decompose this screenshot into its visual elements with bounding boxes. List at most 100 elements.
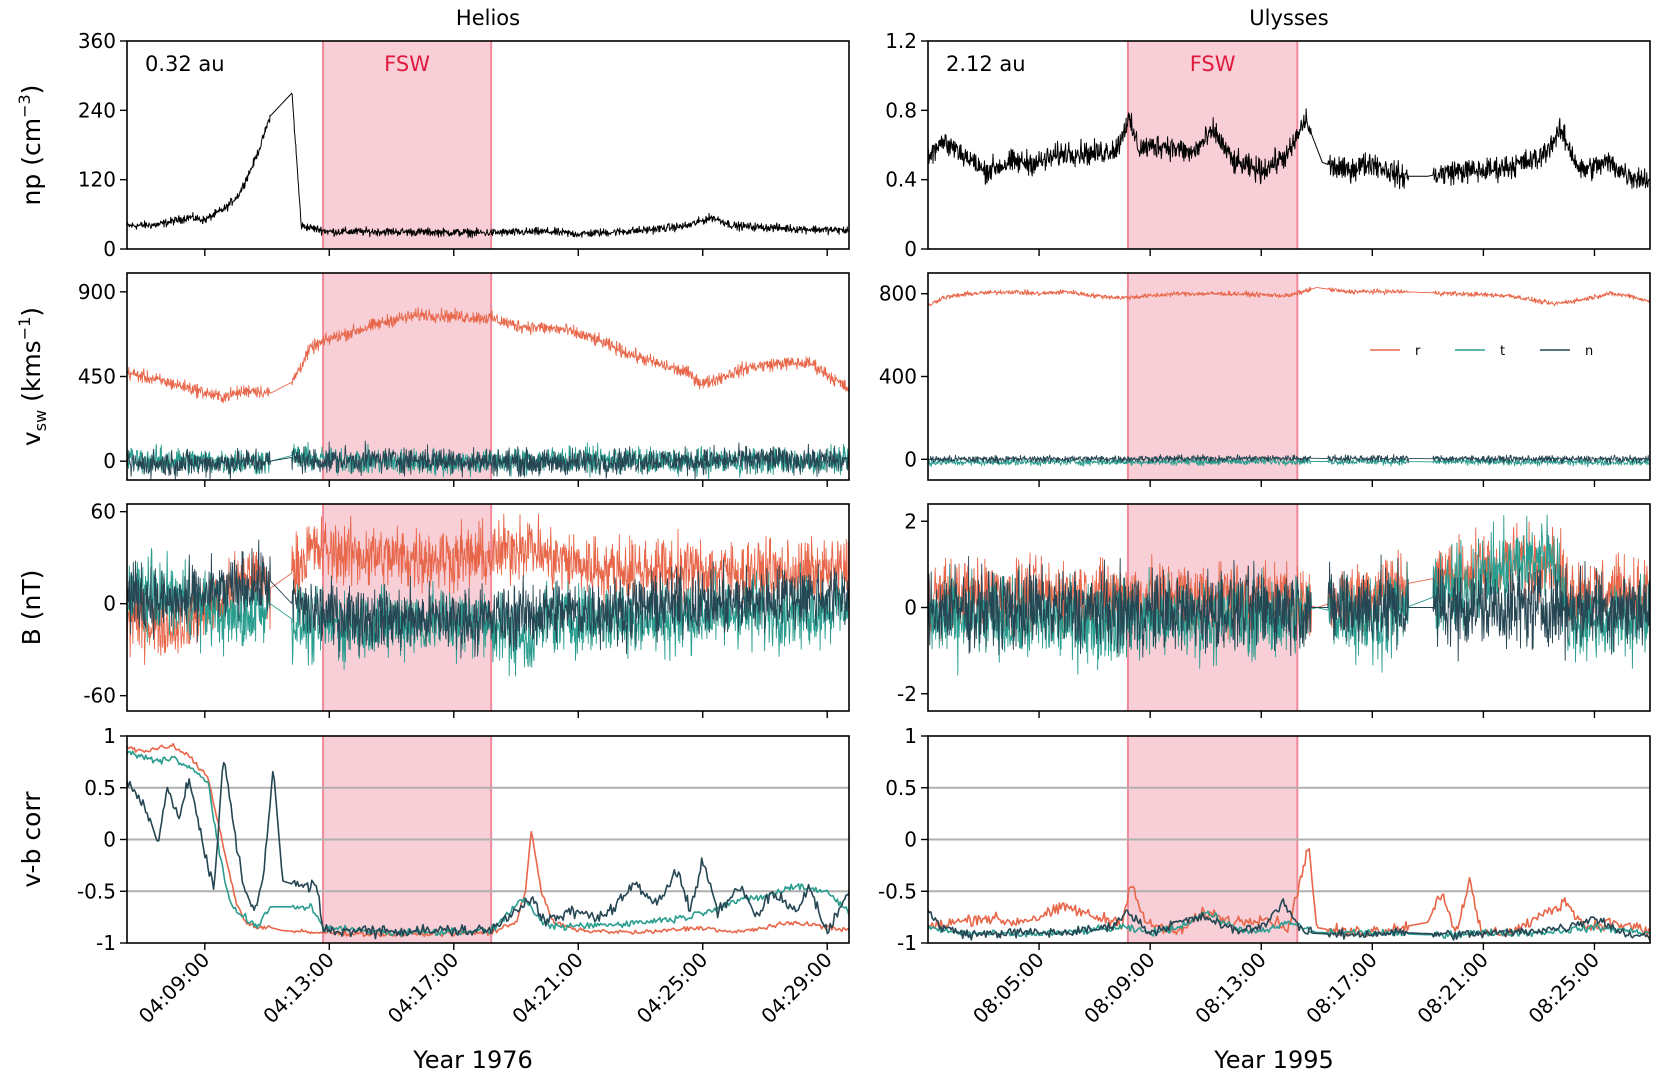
y-axis-title-text: v-b corr xyxy=(17,791,46,888)
series-n-line xyxy=(127,761,849,940)
y-tick-label: 800 xyxy=(879,282,917,306)
axes-frame xyxy=(927,40,1651,250)
panel-ulysses-np: 0 0.4 0.8 1.2 2.12 au FSW xyxy=(885,29,1651,261)
series-n-line xyxy=(127,440,849,480)
series-n-line xyxy=(928,554,1650,662)
series-t-line xyxy=(928,456,1650,468)
x-tick-label: 04:21:00 xyxy=(507,948,587,1028)
x-axis-title: Year 1995 xyxy=(1213,1046,1334,1074)
series-group xyxy=(928,514,1650,676)
y-tick-label: 60 xyxy=(91,500,116,524)
y-tick-label: 0 xyxy=(103,449,116,473)
axes-frame xyxy=(126,40,850,250)
series-group xyxy=(928,286,1650,468)
fsw-band xyxy=(323,273,492,480)
y-axis-title: B (nT) xyxy=(17,570,46,646)
series-group xyxy=(928,108,1650,190)
series-r-line xyxy=(928,521,1650,642)
distance-label: 0.32 au xyxy=(145,52,225,76)
legend-label-r: r xyxy=(1415,344,1421,359)
series-group xyxy=(127,742,849,940)
panel-title-helios: Helios xyxy=(456,6,520,30)
series-group xyxy=(127,513,849,677)
y-tick-label: 0 xyxy=(904,828,917,852)
series-n-line xyxy=(127,539,849,659)
y-axis-title: vsw (kms−1) xyxy=(15,307,50,446)
y-tick-label: 0 xyxy=(904,237,917,261)
legend-label-t: t xyxy=(1500,344,1505,359)
y-tick-label: 400 xyxy=(879,365,917,389)
panel-helios-B: -60 0 60 B (nT) xyxy=(17,500,850,718)
series-group xyxy=(928,847,1650,941)
y-axis-title-text: B (nT) xyxy=(17,570,46,646)
series-t-line xyxy=(928,514,1650,676)
y-tick-label: -1 xyxy=(96,931,116,955)
series-n-line xyxy=(928,453,1650,465)
y-tick-label: 0 xyxy=(904,447,917,471)
fsw-band xyxy=(1127,41,1298,249)
y-tick-label: 1 xyxy=(103,724,116,748)
series-np-line xyxy=(928,108,1650,190)
y-tick-label: 0 xyxy=(103,828,116,852)
y-tick-label: 1.2 xyxy=(885,29,917,53)
panel-ulysses-vsw: 0 400 800 r t n xyxy=(879,272,1651,487)
x-tick-label: 04:17:00 xyxy=(383,948,463,1028)
y-tick-label: 0.8 xyxy=(885,98,917,122)
axes-frame xyxy=(126,503,850,712)
panel-helios-np: 0 120 240 360 np (cm−3) 0.32 au FSW xyxy=(15,29,850,261)
panel-title-ulysses: Ulysses xyxy=(1249,6,1328,30)
y-tick-label: -60 xyxy=(83,684,116,708)
x-tick-label: 04:25:00 xyxy=(632,948,712,1028)
y-tick-label: 240 xyxy=(78,98,116,122)
series-r-line xyxy=(127,307,849,404)
x-tick-label: 08:21:00 xyxy=(1412,948,1492,1028)
fsw-label: FSW xyxy=(1190,52,1236,76)
x-tick-label: 08:25:00 xyxy=(1524,948,1604,1028)
panel-helios-corr: -1 -0.5 0 0.5 1 v-b corr xyxy=(17,724,850,955)
x-tick-label: 08:17:00 xyxy=(1301,948,1381,1028)
y-tick-label: 120 xyxy=(78,168,116,192)
y-tick-label: 450 xyxy=(78,365,116,389)
y-tick-label: -0.5 xyxy=(77,879,116,903)
y-axis-title: np (cm−3) xyxy=(15,85,46,206)
series-r-line xyxy=(928,286,1650,307)
y-tick-label: -1 xyxy=(897,931,917,955)
distance-label: 2.12 au xyxy=(946,52,1026,76)
y-tick-label: -2 xyxy=(897,682,917,706)
x-tick-label: 08:13:00 xyxy=(1190,948,1270,1028)
x-tick-label: 04:13:00 xyxy=(258,948,338,1028)
y-tick-label: 0 xyxy=(904,596,917,620)
y-tick-label: 0 xyxy=(103,592,116,616)
x-tick-label: 04:09:00 xyxy=(134,948,214,1028)
fsw-label: FSW xyxy=(384,52,430,76)
series-group xyxy=(127,92,849,239)
y-axis-title-text: vsw (kms−1) xyxy=(15,307,50,446)
x-tick-label: 08:09:00 xyxy=(1079,948,1159,1028)
y-tick-label: 0.4 xyxy=(885,168,917,192)
x-tick-label: 04:29:00 xyxy=(756,948,836,1028)
panel-ulysses-B: -2 0 2 xyxy=(897,503,1651,718)
x-axis-title: Year 1976 xyxy=(412,1046,533,1074)
y-axis-title: v-b corr xyxy=(17,791,46,888)
y-tick-label: 1 xyxy=(904,724,917,748)
y-tick-label: 360 xyxy=(78,29,116,53)
y-tick-label: 900 xyxy=(78,280,116,304)
series-n-line xyxy=(928,898,1650,941)
y-tick-label: 0 xyxy=(103,237,116,261)
fsw-band xyxy=(1127,273,1298,480)
series-t-line xyxy=(127,548,849,677)
y-tick-label: 0.5 xyxy=(885,776,917,800)
y-tick-label: 0.5 xyxy=(84,776,116,800)
legend-label-n: n xyxy=(1585,344,1593,359)
series-group xyxy=(127,307,849,480)
y-axis-title-text: np (cm−3) xyxy=(15,85,46,206)
y-tick-label: -0.5 xyxy=(878,879,917,903)
fsw-band xyxy=(323,41,492,249)
panel-helios-vsw: 0 450 900 vsw (kms−1) xyxy=(15,272,850,487)
series-np-line xyxy=(127,92,849,239)
x-tick-label: 08:05:00 xyxy=(968,948,1048,1028)
series-r-line xyxy=(127,742,849,938)
panel-ulysses-corr: -1 -0.5 0 0.5 1 xyxy=(878,724,1651,955)
y-tick-label: 2 xyxy=(904,509,917,533)
